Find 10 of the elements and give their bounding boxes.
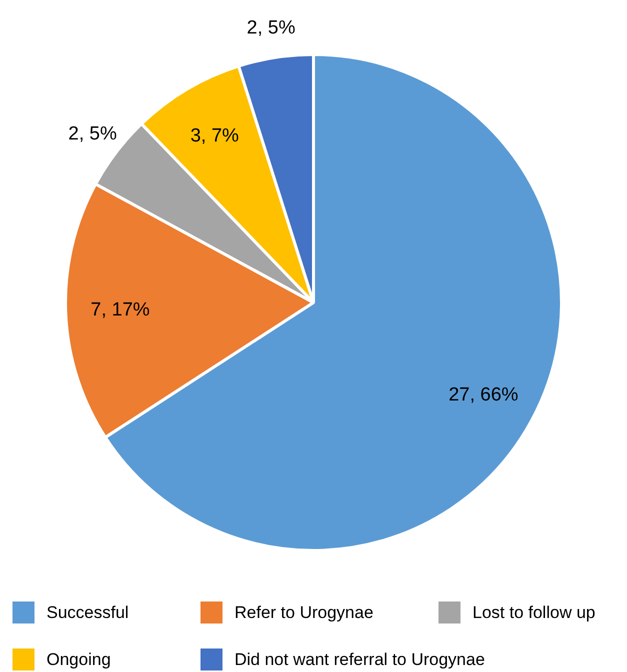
legend-label: Did not want referral to Urogynae: [234, 650, 485, 669]
data-label: 3, 7%: [190, 126, 240, 147]
data-label: 2, 5%: [246, 17, 296, 38]
legend-label: Successful: [46, 603, 129, 622]
legend-label: Refer to Urogynae: [234, 603, 374, 622]
data-label: 2, 5%: [68, 124, 117, 145]
data-label: 7, 17%: [90, 299, 150, 320]
legend-label: Ongoing: [46, 650, 111, 669]
legend-label: Lost to follow up: [472, 603, 596, 622]
data-label: 27, 66%: [448, 384, 518, 406]
